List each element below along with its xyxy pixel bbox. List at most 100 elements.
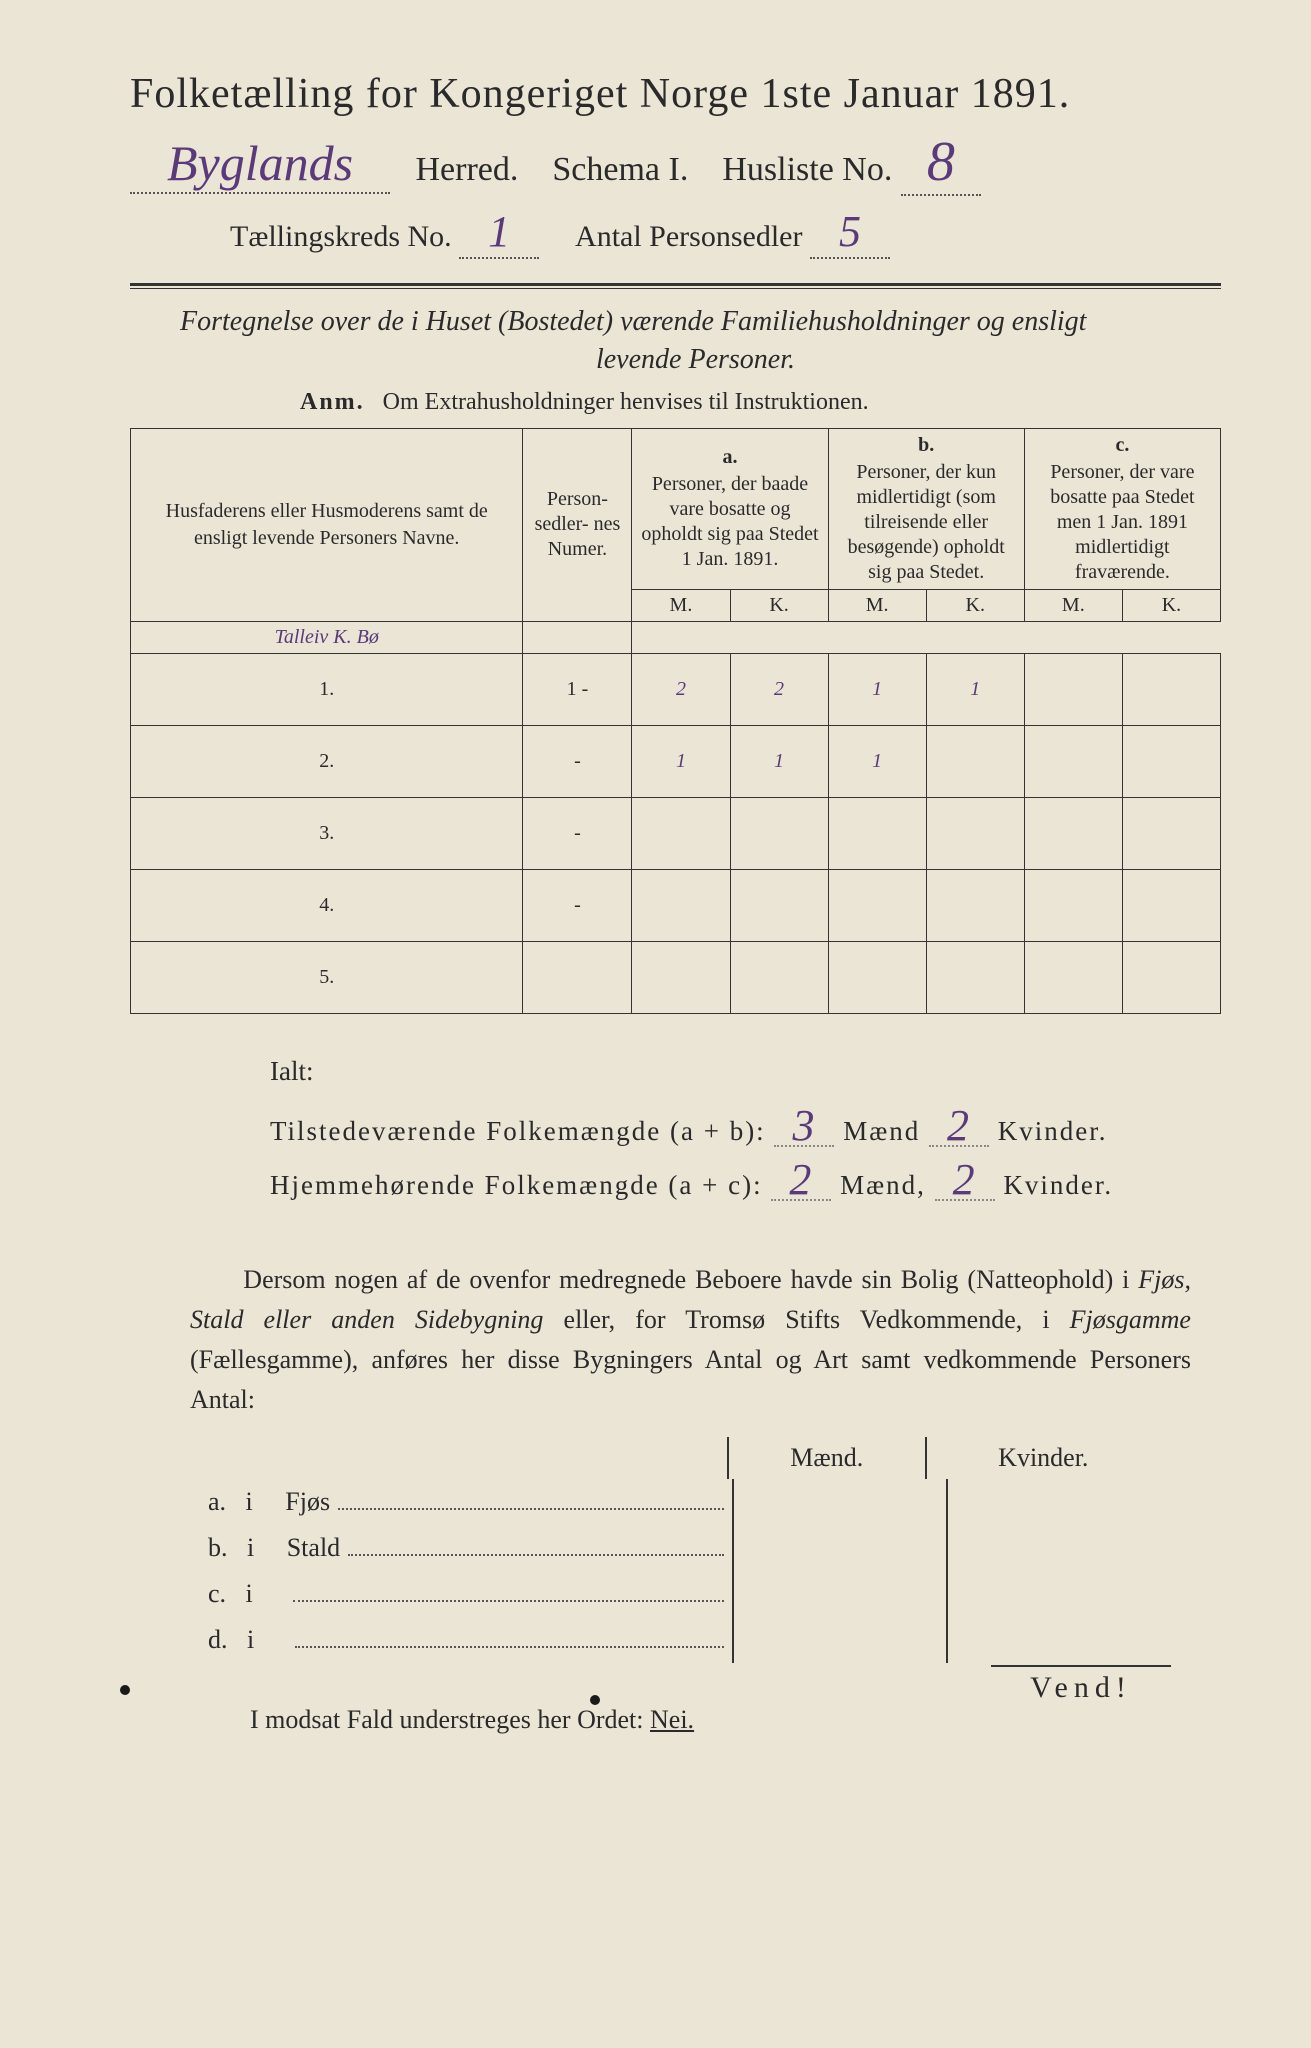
col-header-name: Husfaderens eller Husmoderens samt de en… (131, 428, 523, 621)
husliste-label: Husliste No. (722, 151, 892, 188)
mk-header: K. (1122, 589, 1220, 621)
householder-name: Talleiv K. Bø (131, 621, 523, 653)
sub-row-k (947, 1571, 1160, 1617)
mk-header: M. (1024, 589, 1122, 621)
col-header-a: a. Personer, der baade vare bosatte og o… (632, 428, 828, 589)
cell-cK (1122, 653, 1220, 725)
cell-cM (1024, 725, 1122, 797)
husliste-no: 8 (901, 130, 981, 196)
sub-row-m (733, 1571, 946, 1617)
nei-word: Nei. (650, 1705, 694, 1734)
table-row: 5. (131, 941, 1221, 1013)
sub-table-row: d. i (200, 1617, 1160, 1663)
sub-header-row: Mænd. Kvinder. (200, 1437, 1160, 1479)
col-header-num: Person- sedler- nes Numer. (523, 428, 632, 621)
sub-rows-table: a. i Fjøsb. i Staldc. i d. i (200, 1479, 1160, 1663)
sub-table-row: b. i Stald (200, 1525, 1160, 1571)
cell-bM (828, 797, 926, 869)
cell-bM: 1 (828, 653, 926, 725)
sub-row-k (947, 1525, 1160, 1571)
table-row: 1.1 -2211 (131, 653, 1221, 725)
cell-bK: 1 (926, 653, 1024, 725)
totals-line-1: Tilstedeværende Folkemængde (a + b): 3 M… (270, 1104, 1221, 1158)
hjemme-k: 2 (935, 1160, 995, 1202)
hjemme-m: 2 (771, 1160, 831, 1202)
fortegnelse-line1: Fortegnelse over de i Huset (Bostedet) v… (180, 306, 1086, 337)
row-label: 3. (131, 797, 523, 869)
divider (130, 283, 1221, 286)
dersom-paragraph: Dersom nogen af de ovenfor medregnede Be… (190, 1260, 1191, 1421)
cell-cK (1122, 941, 1220, 1013)
row-num: - (523, 797, 632, 869)
fortegnelse-line2: levende Personer. (180, 341, 1211, 379)
totals-block: Ialt: Tilstedeværende Folkemængde (a + b… (270, 1044, 1221, 1212)
vend-label: Vend! (991, 1665, 1171, 1705)
sub-row-label: c. i (200, 1571, 733, 1617)
divider (130, 288, 1221, 289)
herred-handwritten: Byglands (130, 134, 390, 194)
cell-cM (1024, 653, 1122, 725)
col-header-c: c. Personer, der vare bosatte paa Stedet… (1024, 428, 1220, 589)
row-num (523, 941, 632, 1013)
cell-cK (1122, 725, 1220, 797)
antal-val: 5 (810, 206, 890, 259)
kreds-no: 1 (459, 206, 539, 259)
modsat-line: I modsat Fald understreges her Ordet: Ne… (250, 1705, 1221, 1735)
cell-aM (632, 797, 730, 869)
table-row: 3.- (131, 797, 1221, 869)
row-num: - (523, 725, 632, 797)
cell-aK (730, 797, 828, 869)
mk-header: K. (730, 589, 828, 621)
totals-line-2: Hjemmehørende Folkemængde (a + c): 2 Mæn… (270, 1158, 1221, 1212)
sub-table-row: a. i Fjøs (200, 1479, 1160, 1525)
schema-label: Schema I. (552, 151, 688, 188)
ialt-label: Ialt: (270, 1044, 1221, 1098)
cell-aK (730, 869, 828, 941)
sub-table-row: c. i (200, 1571, 1160, 1617)
census-form-page: Folketælling for Kongeriget Norge 1ste J… (0, 0, 1311, 1775)
main-table: Husfaderens eller Husmoderens samt de en… (130, 428, 1221, 654)
cell-aK: 1 (730, 725, 828, 797)
tilstede-k: 2 (929, 1106, 989, 1148)
cell-bK (926, 725, 1024, 797)
sub-row-m (733, 1525, 946, 1571)
cell-bK (926, 869, 1024, 941)
fortegnelse-heading: Fortegnelse over de i Huset (Bostedet) v… (180, 303, 1211, 379)
cell-aK (730, 941, 828, 1013)
anm-note: Anm. Om Extrahusholdninger henvises til … (300, 389, 1221, 416)
sub-row-k (947, 1617, 1160, 1663)
kreds-label: Tællingskreds No. (230, 220, 452, 253)
row-num: - (523, 869, 632, 941)
cell-aM (632, 941, 730, 1013)
row-num: 1 - (523, 653, 632, 725)
cell-aM: 1 (632, 725, 730, 797)
herred-label: Herred. (416, 151, 519, 188)
mk-header: M. (828, 589, 926, 621)
antal-label: Antal Personsedler (575, 220, 802, 253)
row-label: 4. (131, 869, 523, 941)
tilstede-m: 3 (774, 1106, 834, 1148)
sub-row-label: a. i Fjøs (200, 1479, 733, 1525)
sub-row-label: b. i Stald (200, 1525, 733, 1571)
cell-bK (926, 941, 1024, 1013)
cell-bM (828, 941, 926, 1013)
table-header-row-1: Husfaderens eller Husmoderens samt de en… (131, 428, 1221, 589)
header-line-2: Tællingskreds No. 1 Antal Personsedler 5 (230, 206, 1221, 259)
cell-aK: 2 (730, 653, 828, 725)
sub-col-maend: Mænd. (728, 1437, 926, 1479)
header-line-1: Byglands Herred. Schema I. Husliste No. … (130, 130, 1221, 196)
anm-text: Om Extrahusholdninger henvises til Instr… (383, 389, 869, 415)
sub-row-m (733, 1479, 946, 1525)
sub-col-kvinder: Kvinder. (926, 1437, 1161, 1479)
col-header-b: b. Personer, der kun midlertidigt (som t… (828, 428, 1024, 589)
mk-header: M. (632, 589, 730, 621)
table-row: 2.-111 (131, 725, 1221, 797)
data-rows-table: 1.1 -22112.-1113.-4.-5. (130, 653, 1221, 1014)
cell-bM: 1 (828, 725, 926, 797)
sub-row-m (733, 1617, 946, 1663)
row-label: 2. (131, 725, 523, 797)
cell-cM (1024, 869, 1122, 941)
table-row: 4.- (131, 869, 1221, 941)
cell-aM: 2 (632, 653, 730, 725)
cell-aM (632, 869, 730, 941)
